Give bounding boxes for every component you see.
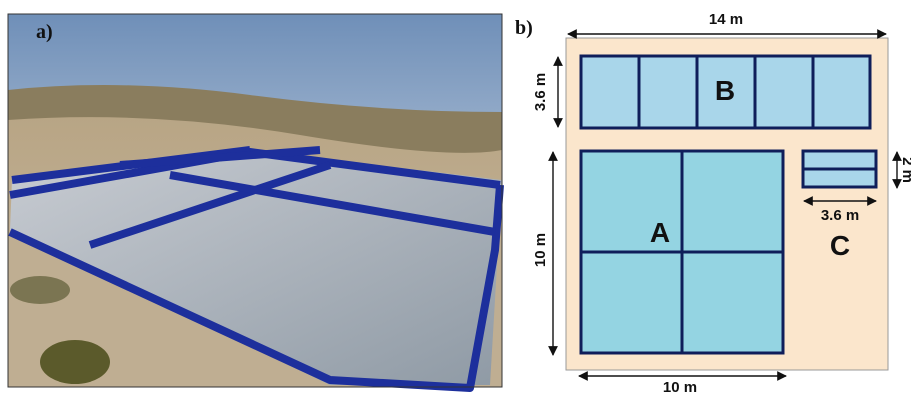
photo [8, 14, 502, 388]
pond-a [581, 151, 783, 353]
dimension-label: 3.6 m [532, 73, 549, 111]
pond-label: A [650, 217, 670, 248]
figure: a) b) A B C 14 m 3.6 m 10 m 10 m 2 m 3.6… [0, 0, 911, 395]
pond-c [803, 151, 876, 187]
pond-label: B [715, 75, 735, 106]
panel-label: a) [36, 21, 53, 43]
pond-label: C [830, 230, 850, 261]
dimension-label: 10 m [663, 379, 697, 395]
dimension-label: 3.6 m [821, 207, 859, 224]
dimension-label: 10 m [532, 233, 549, 267]
dimension-label: 14 m [709, 11, 743, 28]
panel-label: b) [515, 17, 533, 39]
dimension-label: 2 m [899, 157, 911, 183]
